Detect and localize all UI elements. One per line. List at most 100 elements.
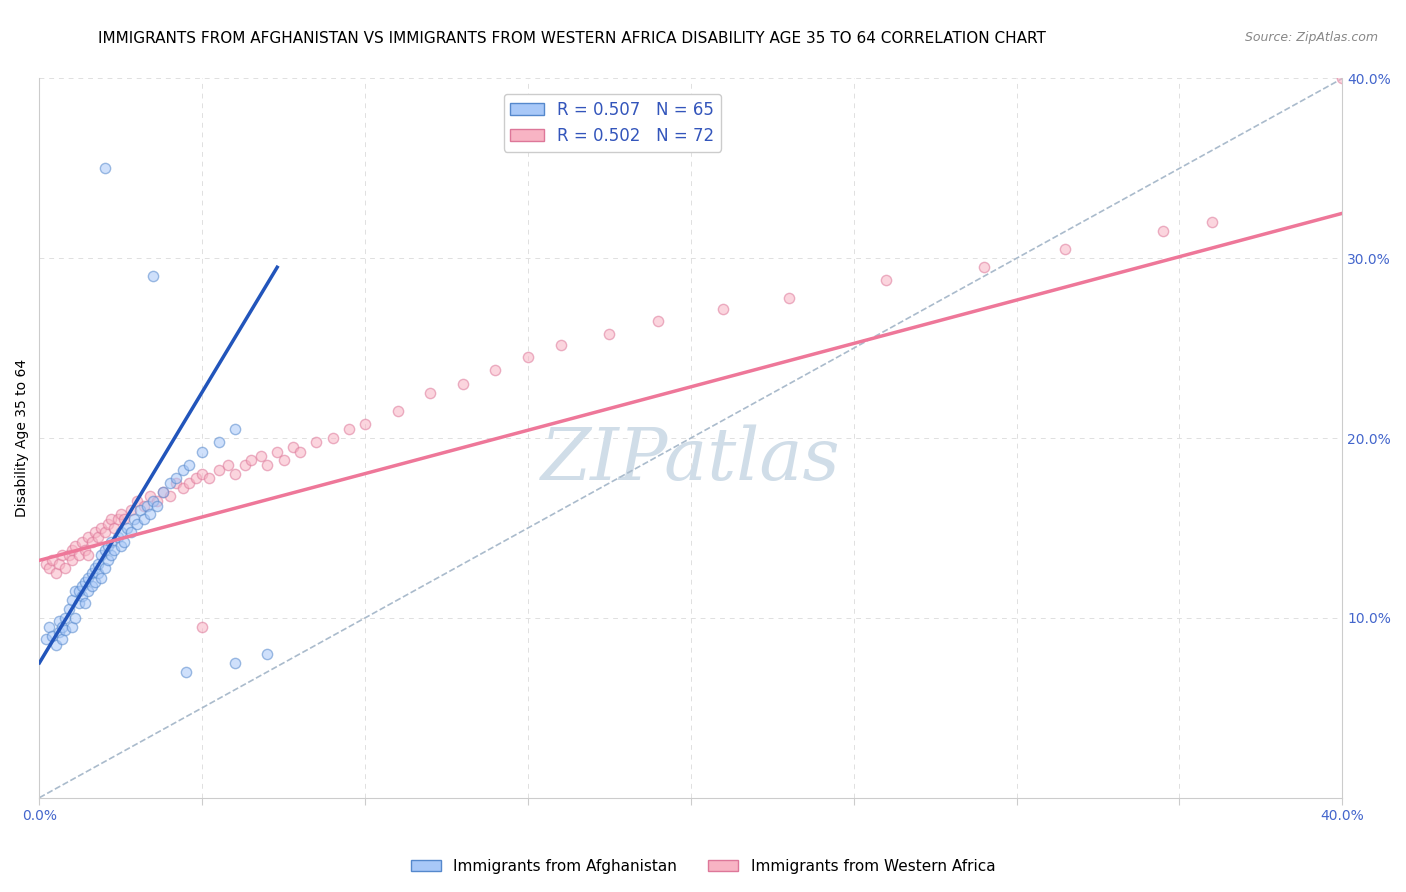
Point: [48, 625, 70, 640]
Point: [174, 665, 197, 679]
Point: [387, 404, 409, 418]
Point: [283, 440, 305, 454]
Point: [191, 445, 214, 459]
Point: [240, 452, 263, 467]
Legend: Immigrants from Afghanistan, Immigrants from Western Africa: Immigrants from Afghanistan, Immigrants …: [405, 853, 1001, 880]
Point: [145, 500, 167, 514]
Text: Source: ZipAtlas.com: Source: ZipAtlas.com: [1244, 31, 1378, 45]
Point: [647, 314, 669, 328]
Point: [90, 571, 112, 585]
Point: [217, 458, 239, 472]
Point: [67, 583, 90, 598]
Point: [127, 494, 149, 508]
Point: [122, 512, 145, 526]
Point: [87, 566, 110, 580]
Point: [87, 557, 110, 571]
Point: [207, 434, 229, 449]
Point: [517, 350, 540, 364]
Text: IMMIGRANTS FROM AFGHANISTAN VS IMMIGRANTS FROM WESTERN AFRICA DISABILITY AGE 35 : IMMIGRANTS FROM AFGHANISTAN VS IMMIGRANT…: [98, 31, 1046, 46]
Point: [273, 452, 295, 467]
Point: [305, 434, 328, 449]
Point: [1054, 242, 1077, 256]
Point: [132, 512, 155, 526]
Point: [65, 611, 87, 625]
Point: [1201, 215, 1223, 229]
Point: [110, 539, 132, 553]
Point: [38, 620, 60, 634]
Point: [80, 578, 103, 592]
Point: [77, 530, 100, 544]
Point: [778, 291, 800, 305]
Point: [65, 539, 87, 553]
Point: [48, 615, 70, 629]
Point: [60, 542, 83, 557]
Point: [58, 602, 80, 616]
Point: [250, 449, 273, 463]
Point: [45, 638, 67, 652]
Point: [100, 548, 122, 562]
Point: [93, 542, 115, 557]
Point: [1331, 71, 1354, 86]
Point: [83, 574, 105, 589]
Text: ZIPatlas: ZIPatlas: [541, 425, 841, 495]
Point: [224, 467, 246, 481]
Point: [135, 500, 157, 514]
Point: [107, 530, 129, 544]
Point: [973, 260, 995, 275]
Point: [875, 273, 897, 287]
Point: [159, 476, 181, 491]
Point: [132, 500, 155, 514]
Point: [103, 542, 125, 557]
Point: [139, 507, 162, 521]
Point: [77, 583, 100, 598]
Point: [67, 597, 90, 611]
Y-axis label: Disability Age 35 to 64: Disability Age 35 to 64: [15, 359, 30, 517]
Point: [73, 597, 96, 611]
Point: [224, 422, 246, 436]
Point: [35, 632, 58, 647]
Point: [256, 647, 278, 661]
Point: [55, 624, 77, 638]
Point: [451, 377, 474, 392]
Point: [1152, 224, 1174, 238]
Point: [51, 620, 73, 634]
Point: [97, 517, 120, 532]
Point: [60, 620, 83, 634]
Point: [322, 431, 344, 445]
Point: [51, 548, 73, 562]
Point: [87, 530, 110, 544]
Point: [55, 611, 77, 625]
Point: [103, 521, 125, 535]
Point: [419, 386, 441, 401]
Point: [266, 445, 288, 459]
Point: [165, 476, 187, 491]
Point: [224, 656, 246, 670]
Point: [67, 548, 90, 562]
Point: [191, 467, 214, 481]
Point: [73, 574, 96, 589]
Point: [191, 620, 214, 634]
Point: [159, 489, 181, 503]
Point: [120, 503, 142, 517]
Point: [100, 535, 122, 549]
Point: [73, 542, 96, 557]
Point: [550, 337, 572, 351]
Point: [83, 560, 105, 574]
Point: [93, 560, 115, 574]
Point: [80, 566, 103, 580]
Point: [233, 458, 256, 472]
Point: [152, 485, 174, 500]
Point: [337, 422, 360, 436]
Point: [197, 470, 219, 484]
Point: [70, 589, 93, 603]
Point: [117, 521, 139, 535]
Point: [100, 512, 122, 526]
Point: [165, 470, 187, 484]
Point: [97, 539, 120, 553]
Point: [55, 560, 77, 574]
Point: [112, 512, 135, 526]
Point: [112, 535, 135, 549]
Point: [70, 578, 93, 592]
Point: [172, 482, 194, 496]
Point: [51, 632, 73, 647]
